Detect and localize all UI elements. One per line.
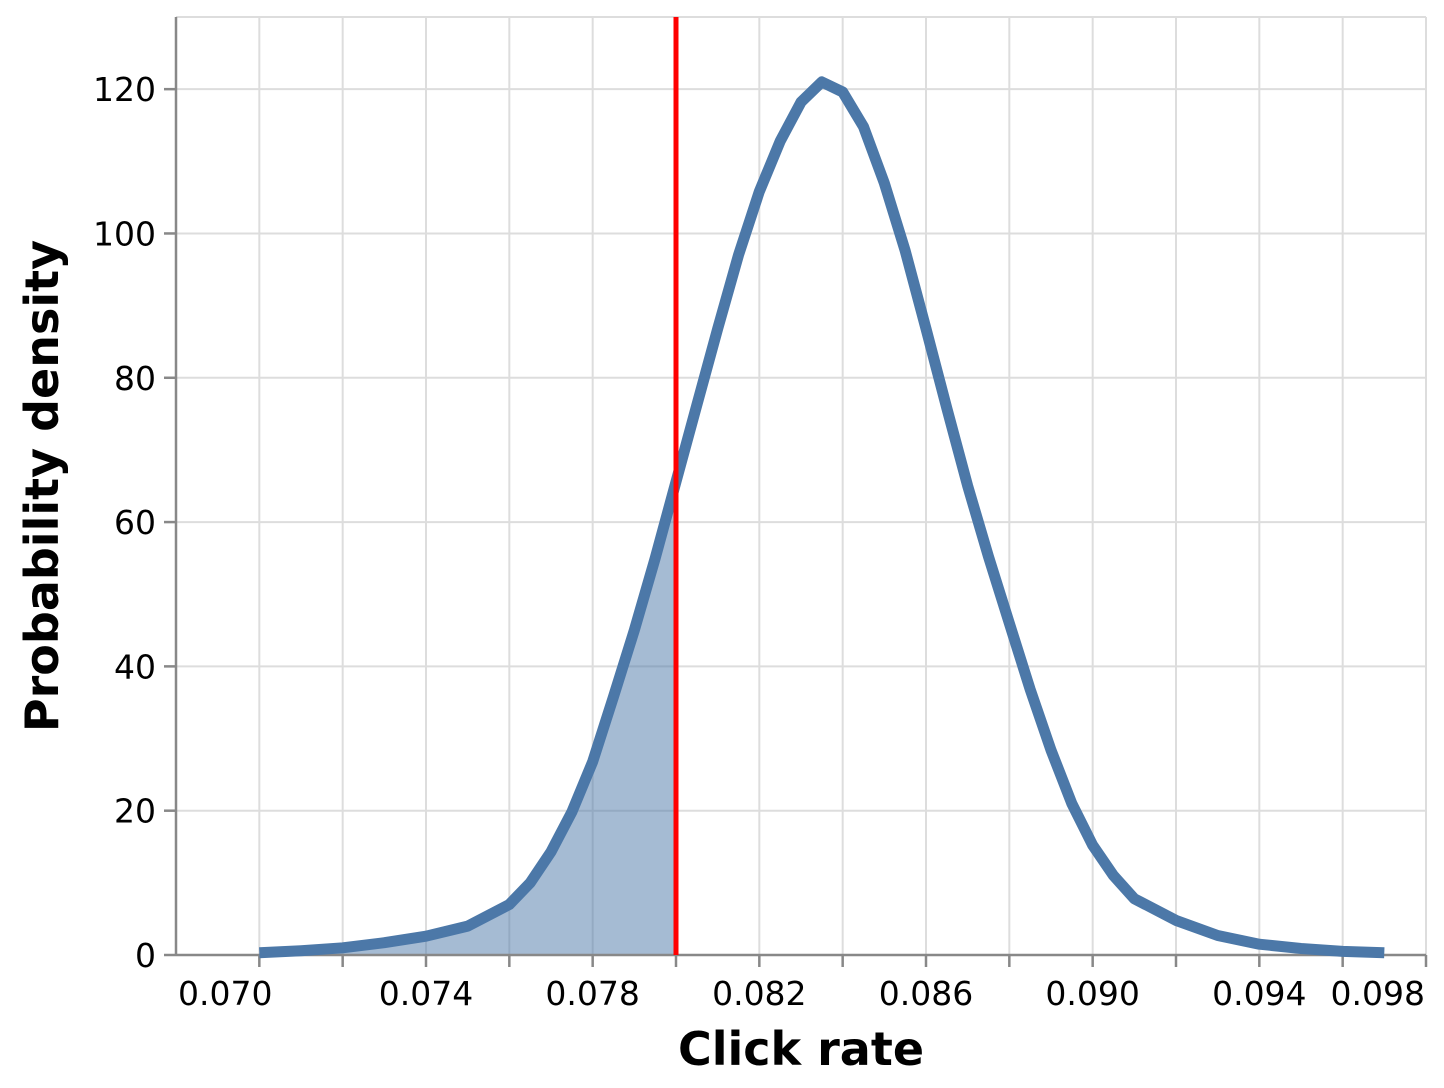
shaded-area xyxy=(259,481,676,955)
y-tick-label: 100 xyxy=(93,214,156,253)
x-tick-label: 0.074 xyxy=(379,974,473,1013)
density-curve xyxy=(259,76,1385,959)
y-tick-label: 0 xyxy=(135,936,156,975)
y-tick-label: 120 xyxy=(93,70,156,109)
y-axis-title: Probability density xyxy=(15,240,69,732)
y-tick-label: 40 xyxy=(114,647,156,686)
x-tick-label: 0.086 xyxy=(879,974,973,1013)
x-tick-labels: 0.070 0.074 0.078 0.082 0.086 0.090 0.094 0.098 xyxy=(178,974,1425,1013)
grid-lines xyxy=(176,16,1427,956)
x-tick-label: 0.078 xyxy=(545,974,639,1013)
y-tick-label: 20 xyxy=(114,792,156,831)
y-tick-label: 60 xyxy=(114,503,156,542)
x-tick-label: 0.098 xyxy=(1331,974,1425,1013)
axes xyxy=(164,17,1428,967)
x-tick-label: 0.090 xyxy=(1045,974,1139,1013)
x-tick-label: 0.082 xyxy=(712,974,806,1013)
y-tick-label: 80 xyxy=(114,359,156,398)
x-tick-label: 0.070 xyxy=(178,974,272,1013)
x-axis-title: Click rate xyxy=(678,1022,924,1076)
x-tick-label: 0.094 xyxy=(1212,974,1306,1013)
y-tick-labels: 0 20 40 60 80 100 120 xyxy=(93,70,156,975)
